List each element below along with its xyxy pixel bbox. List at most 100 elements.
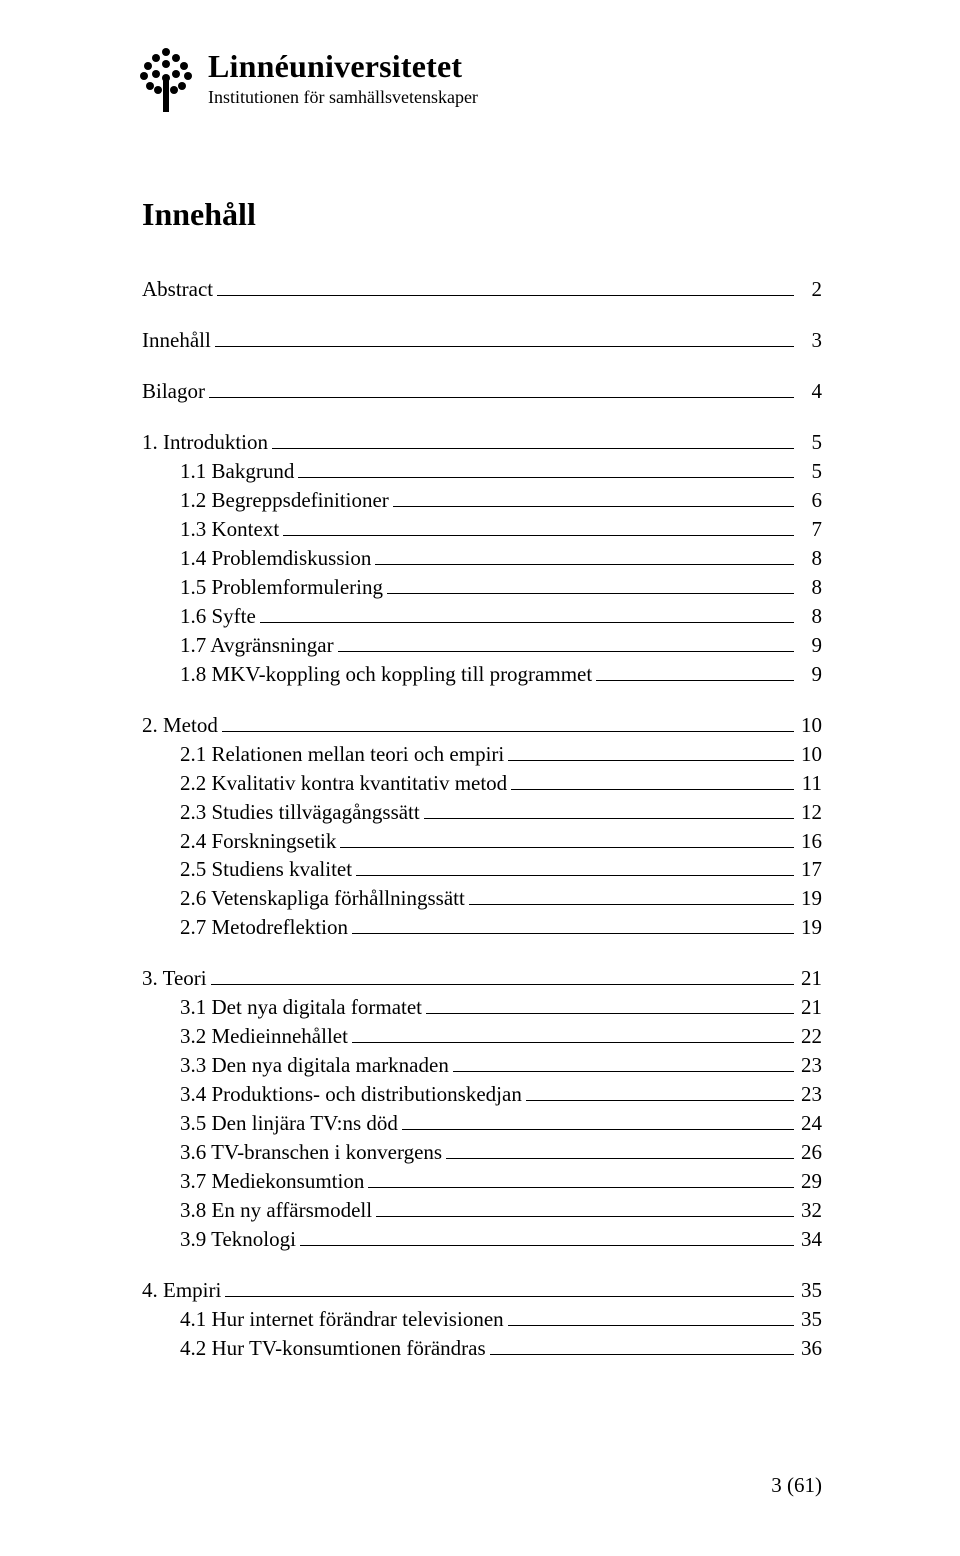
toc-entry: 2.7 Metodreflektion 19 bbox=[142, 913, 822, 942]
toc-entry: 4.2 Hur TV-konsumtionen förändras 36 bbox=[142, 1334, 822, 1363]
toc-entry: 3.5 Den linjära TV:ns död24 bbox=[142, 1109, 822, 1138]
toc-entry-label: 4.1 Hur internet förändrar televisionen bbox=[142, 1305, 504, 1334]
toc-entry: 2.3 Studies tillvägagångssätt 12 bbox=[142, 798, 822, 827]
toc-entry-label: 3.1 Det nya digitala formatet bbox=[142, 993, 422, 1022]
toc-leader-line bbox=[393, 506, 794, 507]
toc-entry-label: 4.2 Hur TV-konsumtionen förändras bbox=[142, 1334, 486, 1363]
toc-leader-line bbox=[469, 904, 794, 905]
toc-entry-label: 3.9 Teknologi bbox=[142, 1225, 296, 1254]
toc-entry: 3.6 TV-branschen i konvergens 26 bbox=[142, 1138, 822, 1167]
toc-entry: 1.2 Begreppsdefinitioner 6 bbox=[142, 486, 822, 515]
toc-entry: 3. Teori21 bbox=[142, 964, 822, 993]
toc-entry-label: 1.2 Begreppsdefinitioner bbox=[142, 486, 389, 515]
toc-entry-label: Abstract bbox=[142, 275, 213, 304]
toc-group: 4. Empiri354.1 Hur internet förändrar te… bbox=[142, 1276, 822, 1363]
toc-entry-label: 3.6 TV-branschen i konvergens bbox=[142, 1138, 442, 1167]
toc-entry-page: 21 bbox=[798, 993, 822, 1022]
toc-entry-label: 4. Empiri bbox=[142, 1276, 221, 1305]
toc-entry-page: 17 bbox=[798, 855, 822, 884]
toc-entry-page: 22 bbox=[798, 1022, 822, 1051]
toc-entry-label: 2.3 Studies tillvägagångssätt bbox=[142, 798, 420, 827]
toc-group: 3. Teori213.1 Det nya digitala formatet 2… bbox=[142, 964, 822, 1254]
toc-entry: 1.8 MKV-koppling och koppling till progr… bbox=[142, 660, 822, 689]
toc-entry: 2.5 Studiens kvalitet17 bbox=[142, 855, 822, 884]
toc-leader-line bbox=[596, 680, 794, 681]
toc-entry-label: 2.4 Forskningsetik bbox=[142, 827, 336, 856]
toc-entry: 4.1 Hur internet förändrar televisionen3… bbox=[142, 1305, 822, 1334]
toc-entry-page: 12 bbox=[798, 798, 822, 827]
toc-leader-line bbox=[424, 818, 794, 819]
toc-leader-line bbox=[402, 1129, 794, 1130]
toc-leader-line bbox=[352, 933, 794, 934]
toc-entry-page: 10 bbox=[798, 740, 822, 769]
toc-entry-page: 8 bbox=[798, 602, 822, 631]
toc-leader-line bbox=[222, 731, 794, 732]
toc-entry-label: 2.7 Metodreflektion bbox=[142, 913, 348, 942]
toc-group: Bilagor4 bbox=[142, 377, 822, 406]
toc-entry: 3.2 Medieinnehållet 22 bbox=[142, 1022, 822, 1051]
toc-entry-page: 10 bbox=[798, 711, 822, 740]
toc-entry-page: 36 bbox=[798, 1334, 822, 1363]
toc-leader-line bbox=[300, 1245, 794, 1246]
toc-entry-label: 3.4 Produktions- och distributionskedjan bbox=[142, 1080, 522, 1109]
toc-entry-page: 16 bbox=[798, 827, 822, 856]
toc-entry-page: 21 bbox=[798, 964, 822, 993]
toc-entry-page: 8 bbox=[798, 573, 822, 602]
toc-entry-page: 29 bbox=[798, 1167, 822, 1196]
toc-leader-line bbox=[387, 593, 794, 594]
toc-entry-page: 3 bbox=[798, 326, 822, 355]
toc-leader-line bbox=[490, 1354, 794, 1355]
toc-entry-label: 2. Metod bbox=[142, 711, 218, 740]
toc-entry-label: 3.3 Den nya digitala marknaden bbox=[142, 1051, 449, 1080]
toc-leader-line bbox=[508, 760, 794, 761]
toc-entry: 1.6 Syfte8 bbox=[142, 602, 822, 631]
toc-entry-label: 2.6 Vetenskapliga förhållningssätt bbox=[142, 884, 465, 913]
toc-entry: 2.2 Kvalitativ kontra kvantitativ metod 1… bbox=[142, 769, 822, 798]
toc-entry-page: 26 bbox=[798, 1138, 822, 1167]
toc-entry-label: 2.2 Kvalitativ kontra kvantitativ metod bbox=[142, 769, 507, 798]
page-title: Innehåll bbox=[142, 196, 822, 233]
toc-leader-line bbox=[526, 1100, 794, 1101]
table-of-contents: Abstract2Innehåll3Bilagor41. Introduktio… bbox=[142, 275, 822, 1363]
toc-entry-page: 19 bbox=[798, 884, 822, 913]
toc-leader-line bbox=[298, 477, 794, 478]
toc-entry-page: 9 bbox=[798, 660, 822, 689]
toc-leader-line bbox=[215, 346, 794, 347]
toc-leader-line bbox=[368, 1187, 794, 1188]
page-header: Linnéuniversitetet Institutionen för sam… bbox=[138, 46, 822, 112]
toc-entry: 1.5 Problemformulering8 bbox=[142, 573, 822, 602]
toc-entry-label: 3.2 Medieinnehållet bbox=[142, 1022, 348, 1051]
toc-leader-line bbox=[446, 1158, 794, 1159]
toc-entry: 1.4 Problemdiskussion8 bbox=[142, 544, 822, 573]
institution-name: Institutionen för samhällsvetenskaper bbox=[208, 87, 478, 108]
toc-entry-page: 11 bbox=[798, 769, 822, 798]
toc-entry: 3.1 Det nya digitala formatet 21 bbox=[142, 993, 822, 1022]
toc-leader-line bbox=[225, 1296, 794, 1297]
toc-leader-line bbox=[376, 1216, 794, 1217]
toc-entry-page: 24 bbox=[798, 1109, 822, 1138]
toc-entry-label: 3.7 Mediekonsumtion bbox=[142, 1167, 364, 1196]
toc-entry-label: 1.7 Avgränsningar bbox=[142, 631, 334, 660]
toc-entry-page: 5 bbox=[798, 457, 822, 486]
toc-entry-page: 6 bbox=[798, 486, 822, 515]
toc-entry: 3.8 En ny affärsmodell32 bbox=[142, 1196, 822, 1225]
toc-leader-line bbox=[375, 564, 794, 565]
toc-entry-label: 3.8 En ny affärsmodell bbox=[142, 1196, 372, 1225]
toc-entry: 2.1 Relationen mellan teori och empiri10 bbox=[142, 740, 822, 769]
toc-leader-line bbox=[260, 622, 794, 623]
toc-entry: 3.9 Teknologi34 bbox=[142, 1225, 822, 1254]
toc-entry-page: 35 bbox=[798, 1276, 822, 1305]
toc-entry: 3.7 Mediekonsumtion 29 bbox=[142, 1167, 822, 1196]
toc-leader-line bbox=[508, 1325, 794, 1326]
toc-entry-page: 19 bbox=[798, 913, 822, 942]
toc-leader-line bbox=[453, 1071, 794, 1072]
toc-entry-page: 8 bbox=[798, 544, 822, 573]
toc-entry: Innehåll3 bbox=[142, 326, 822, 355]
toc-entry-page: 5 bbox=[798, 428, 822, 457]
toc-entry-page: 9 bbox=[798, 631, 822, 660]
toc-entry-label: 1.3 Kontext bbox=[142, 515, 279, 544]
toc-group: 2. Metod 102.1 Relationen mellan teori oc… bbox=[142, 711, 822, 943]
toc-entry: 1.7 Avgränsningar 9 bbox=[142, 631, 822, 660]
toc-entry-label: Bilagor bbox=[142, 377, 205, 406]
page-number: 3 (61) bbox=[771, 1473, 822, 1498]
